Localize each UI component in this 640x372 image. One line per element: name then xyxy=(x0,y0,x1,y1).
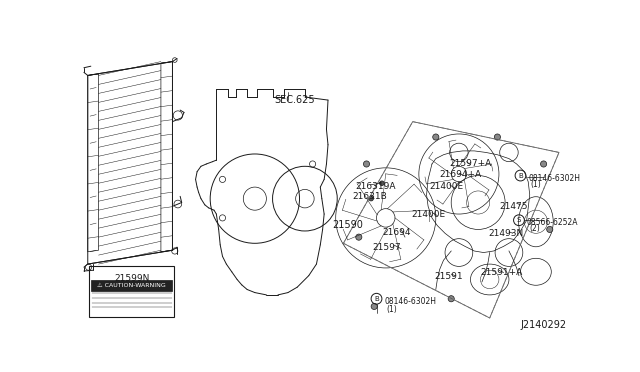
Bar xyxy=(91,280,172,291)
Circle shape xyxy=(371,303,378,310)
Text: S: S xyxy=(516,217,521,223)
Text: 21590: 21590 xyxy=(332,220,363,230)
Text: 21597: 21597 xyxy=(372,243,401,252)
Text: 21597+A: 21597+A xyxy=(450,158,492,168)
Text: 08146-6302H: 08146-6302H xyxy=(384,297,436,306)
Circle shape xyxy=(448,296,454,302)
Text: 21599N: 21599N xyxy=(114,274,149,283)
Text: B: B xyxy=(374,296,379,302)
Text: 21493N: 21493N xyxy=(488,230,524,238)
Text: 216319A: 216319A xyxy=(355,182,396,191)
Text: SEC.625: SEC.625 xyxy=(274,95,315,105)
Text: (2): (2) xyxy=(530,224,541,233)
Text: 21400E: 21400E xyxy=(411,210,445,219)
Bar xyxy=(90,266,174,317)
Text: (1): (1) xyxy=(387,305,397,314)
Text: 08146-6302H: 08146-6302H xyxy=(528,174,580,183)
Circle shape xyxy=(364,161,369,167)
Text: J2140292: J2140292 xyxy=(520,320,566,330)
Text: 21591+A: 21591+A xyxy=(481,268,523,277)
Text: ⚠ CAUTION-WARNING: ⚠ CAUTION-WARNING xyxy=(97,283,166,288)
Circle shape xyxy=(541,161,547,167)
Circle shape xyxy=(433,134,439,140)
Text: 21591: 21591 xyxy=(435,272,463,281)
Circle shape xyxy=(369,196,373,201)
Circle shape xyxy=(547,226,553,232)
Text: 21475: 21475 xyxy=(500,202,528,211)
Text: (1): (1) xyxy=(531,180,541,189)
Text: 08566-6252A: 08566-6252A xyxy=(527,218,578,227)
Circle shape xyxy=(380,181,384,186)
Text: B: B xyxy=(518,173,523,179)
Circle shape xyxy=(356,234,362,240)
Circle shape xyxy=(494,134,500,140)
Text: 21694: 21694 xyxy=(382,228,410,237)
Text: 21694+A: 21694+A xyxy=(440,170,482,179)
Text: 21631B: 21631B xyxy=(353,192,387,202)
Text: 21400E: 21400E xyxy=(429,182,464,191)
